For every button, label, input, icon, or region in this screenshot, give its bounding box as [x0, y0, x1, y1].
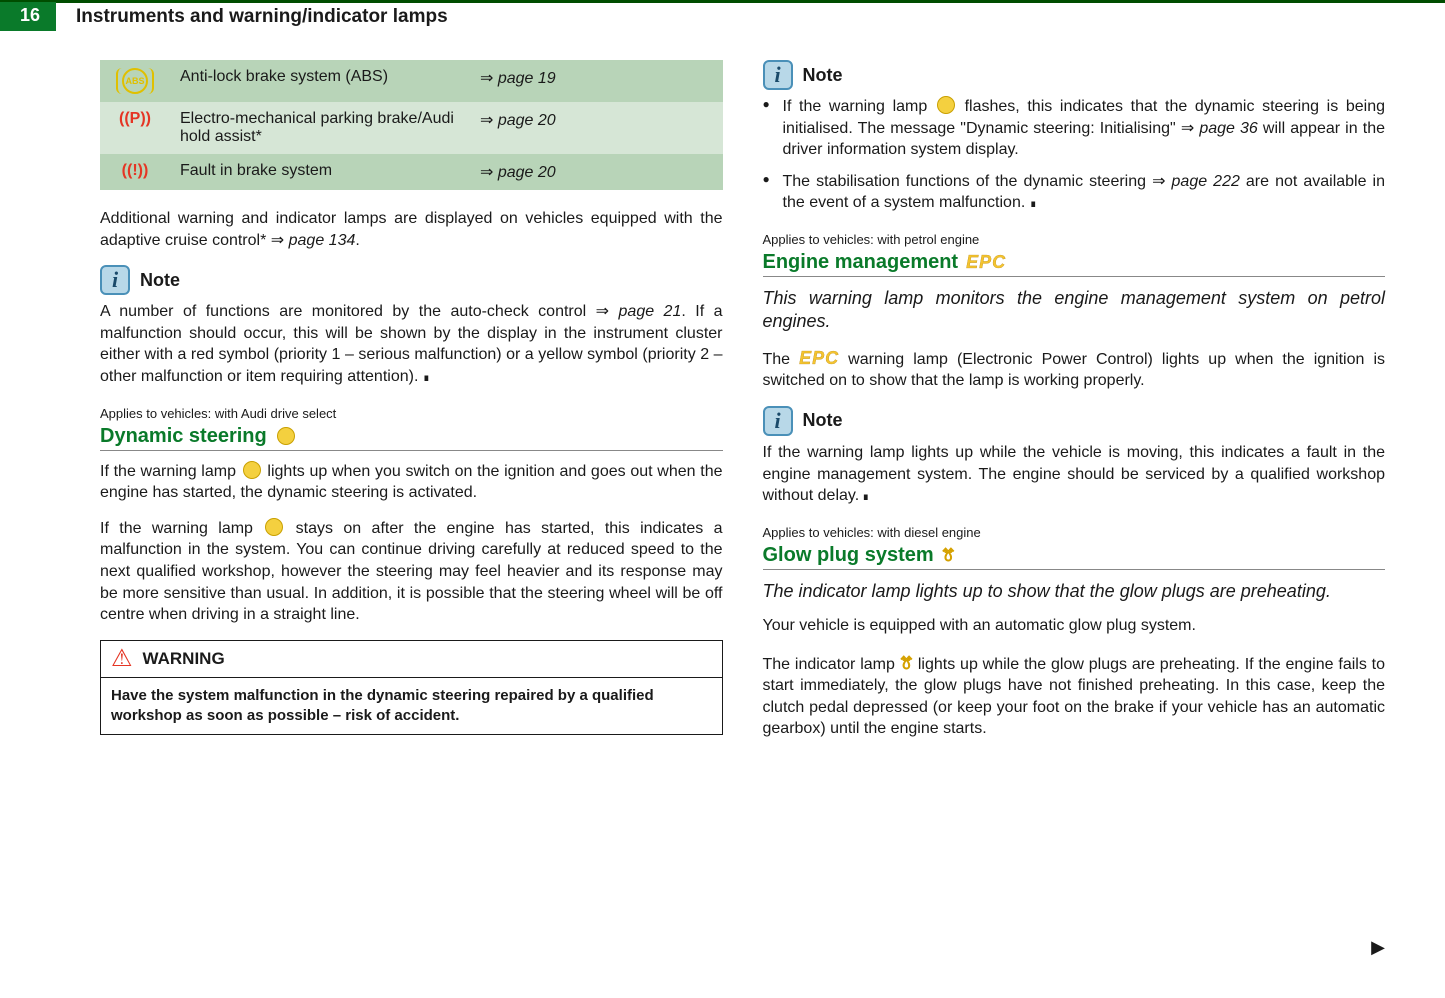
epc-icon: EPC: [966, 252, 1006, 273]
glow-plug-icon: ꔢ: [900, 653, 913, 673]
note-paragraph: A number of functions are monitored by t…: [100, 301, 723, 387]
chapter-title: Instruments and warning/indicator lamps: [76, 6, 448, 28]
page-number: 16: [0, 2, 56, 31]
page-ref: page 21: [596, 303, 682, 320]
gp-paragraph-1: Your vehicle is equipped with an automat…: [763, 615, 1386, 637]
gp-paragraph-2: The indicator lamp ꔢ lights up while the…: [763, 651, 1386, 740]
page-ref: page 20: [470, 154, 723, 190]
note-bullets: If the warning lamp flashes, this indica…: [763, 96, 1386, 214]
epc-icon: EPC: [799, 348, 839, 368]
em-paragraph: The EPC warning lamp (Electronic Power C…: [763, 346, 1386, 392]
left-column: ABS Anti-lock brake system (ABS) page 19…: [100, 60, 723, 968]
em-intro: This warning lamp monitors the engine ma…: [763, 287, 1386, 334]
lamp-desc: Electro-mechanical parking brake/Audi ho…: [170, 102, 470, 154]
table-row: ((!)) Fault in brake system page 20: [100, 154, 723, 190]
info-icon: i: [763, 406, 793, 436]
after-table-paragraph: Additional warning and indicator lamps a…: [100, 208, 723, 251]
warning-label: WARNING: [143, 649, 225, 669]
bullet-item: The stabilisation functions of the dynam…: [763, 171, 1386, 214]
applies-to-note: Applies to vehicles: with diesel engine: [763, 525, 1386, 540]
continue-arrow-icon: ▶: [1371, 937, 1385, 958]
ds-paragraph-1: If the warning lamp lights up when you s…: [100, 461, 723, 504]
warning-body: Have the system malfunction in the dynam…: [101, 678, 722, 735]
note-label: Note: [803, 65, 843, 86]
page-ref: page 134: [271, 232, 356, 249]
right-column: i Note If the warning lamp flashes, this…: [763, 60, 1386, 968]
glow-plug-icon: ꔢ: [942, 545, 955, 566]
steering-lamp-icon: [243, 461, 261, 479]
note-header: i Note: [763, 406, 1386, 436]
ds-paragraph-2: If the warning lamp stays on after the e…: [100, 518, 723, 626]
info-icon: i: [100, 265, 130, 295]
section-title-dynamic-steering: Dynamic steering: [100, 425, 723, 451]
page-ref: page 19: [470, 60, 723, 102]
warning-lamps-table: ABS Anti-lock brake system (ABS) page 19…: [100, 60, 723, 190]
page-content: ABS Anti-lock brake system (ABS) page 19…: [100, 60, 1385, 968]
warning-icon: ⚠: [111, 647, 133, 671]
steering-lamp-icon: [265, 518, 283, 536]
info-icon: i: [763, 60, 793, 90]
note-label: Note: [140, 270, 180, 291]
note-header: i Note: [100, 265, 723, 295]
applies-to-note: Applies to vehicles: with Audi drive sel…: [100, 406, 723, 421]
page-header: 16 Instruments and warning/indicator lam…: [0, 0, 1445, 30]
page-ref: page 222: [1152, 173, 1240, 190]
steering-lamp-icon: [277, 427, 295, 445]
page-ref: page 36: [1181, 120, 1258, 137]
steering-lamp-icon: [937, 96, 955, 114]
bullet-item: If the warning lamp flashes, this indica…: [763, 96, 1386, 161]
gp-intro: The indicator lamp lights up to show tha…: [763, 580, 1386, 603]
section-title-engine-management: Engine management EPC: [763, 251, 1386, 277]
abs-icon: ABS: [100, 60, 170, 102]
table-row: ABS Anti-lock brake system (ABS) page 19: [100, 60, 723, 102]
lamp-desc: Fault in brake system: [170, 154, 470, 190]
page-ref: page 20: [470, 102, 723, 154]
em-note-paragraph: If the warning lamp lights up while the …: [763, 442, 1386, 507]
applies-to-note: Applies to vehicles: with petrol engine: [763, 232, 1386, 247]
warning-box: ⚠ WARNING Have the system malfunction in…: [100, 640, 723, 736]
lamp-desc: Anti-lock brake system (ABS): [170, 60, 470, 102]
warning-header: ⚠ WARNING: [101, 641, 722, 678]
note-label: Note: [803, 410, 843, 431]
parking-brake-icon: ((P)): [100, 102, 170, 154]
note-header: i Note: [763, 60, 1386, 90]
brake-fault-icon: ((!)): [100, 154, 170, 190]
section-title-glow-plug: Glow plug system ꔢ: [763, 544, 1386, 570]
table-row: ((P)) Electro-mechanical parking brake/A…: [100, 102, 723, 154]
